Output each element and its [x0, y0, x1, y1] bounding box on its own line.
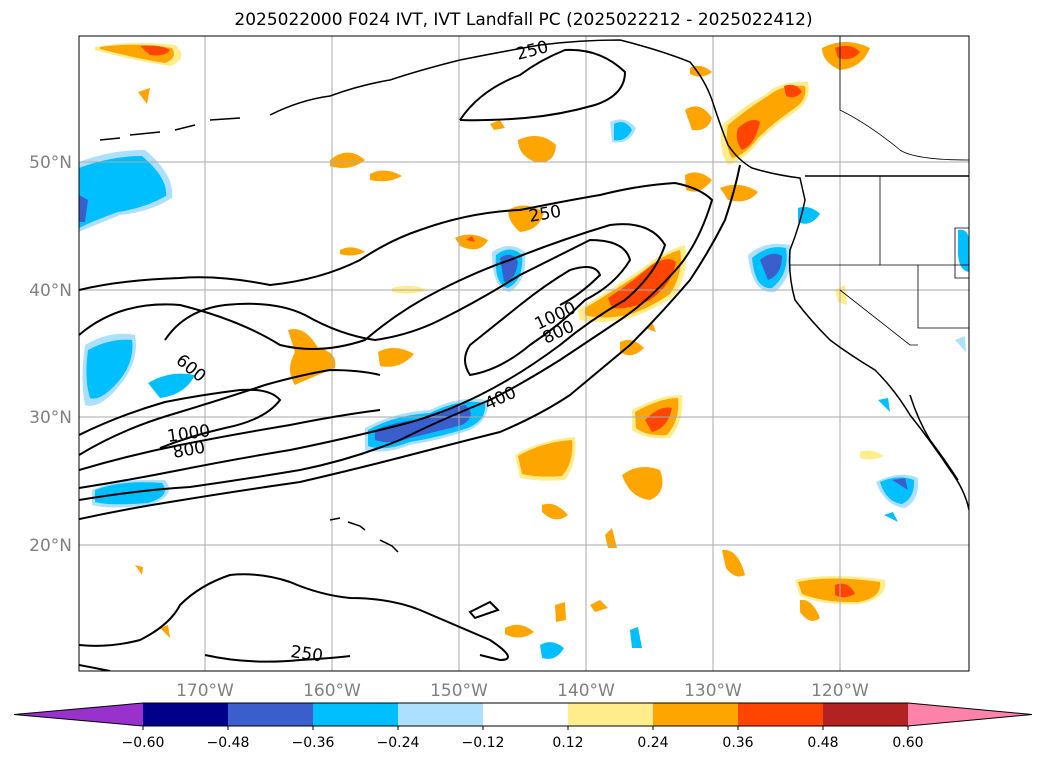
colorbar-tick-label: −0.48 — [207, 735, 250, 751]
plot-area — [79, 36, 969, 671]
colorbar-tick-label: −0.60 — [122, 735, 165, 751]
map-title: 2025022000 F024 IVT, IVT Landfall PC (20… — [234, 10, 813, 30]
colorbar: −0.60 −0.48 −0.36 −0.24 −0.12 0.12 0.24 0.36 0.4… — [13, 702, 1033, 751]
latitude-labels: 50°N 40°N 30°N 20°N — [29, 153, 72, 556]
contour-label: 250 — [289, 642, 324, 666]
colorbar-tick-label: 0.36 — [722, 735, 753, 751]
colorbar-extend-low — [14, 703, 143, 726]
lat-label: 40°N — [29, 281, 72, 301]
gridlines — [79, 36, 969, 671]
ivt-contours — [79, 48, 741, 671]
colorbar-segment — [653, 703, 738, 726]
colorbar-tick-label: 0.60 — [892, 735, 923, 751]
colorbar-segment — [228, 703, 313, 726]
lon-label: 120°W — [811, 681, 869, 701]
colorbar-tick-label: −0.12 — [462, 735, 505, 751]
colorbar-segment — [568, 703, 653, 726]
colorbar-tick-label: 0.24 — [637, 735, 668, 751]
lat-label: 30°N — [29, 408, 72, 428]
political-borders — [790, 36, 969, 346]
colorbar-tick-label: 0.48 — [807, 735, 838, 751]
plot-border — [78, 35, 970, 672]
colorbar-segment — [313, 703, 398, 726]
lat-label: 20°N — [29, 536, 72, 556]
colorbar-segment — [738, 703, 823, 726]
colorbar-segment — [143, 703, 228, 726]
lon-label: 170°W — [176, 681, 234, 701]
lon-label: 160°W — [303, 681, 361, 701]
colorbar-segment — [483, 703, 568, 726]
colorbar-tick-label: −0.36 — [292, 735, 335, 751]
colorbar-tick-label: 0.12 — [552, 735, 583, 751]
negative-anomaly-regions — [79, 119, 969, 659]
colorbar-segment — [823, 703, 908, 726]
lon-label: 140°W — [557, 681, 615, 701]
longitude-labels: 170°W 160°W 150°W 140°W 130°W 120°W — [176, 681, 869, 701]
colorbar-tick-label: −0.24 — [377, 735, 420, 751]
lon-label: 130°W — [684, 681, 742, 701]
colorbar-segment — [398, 703, 483, 726]
lon-label: 150°W — [430, 681, 488, 701]
lat-label: 50°N — [29, 153, 72, 173]
colorbar-extend-high — [908, 703, 1032, 726]
